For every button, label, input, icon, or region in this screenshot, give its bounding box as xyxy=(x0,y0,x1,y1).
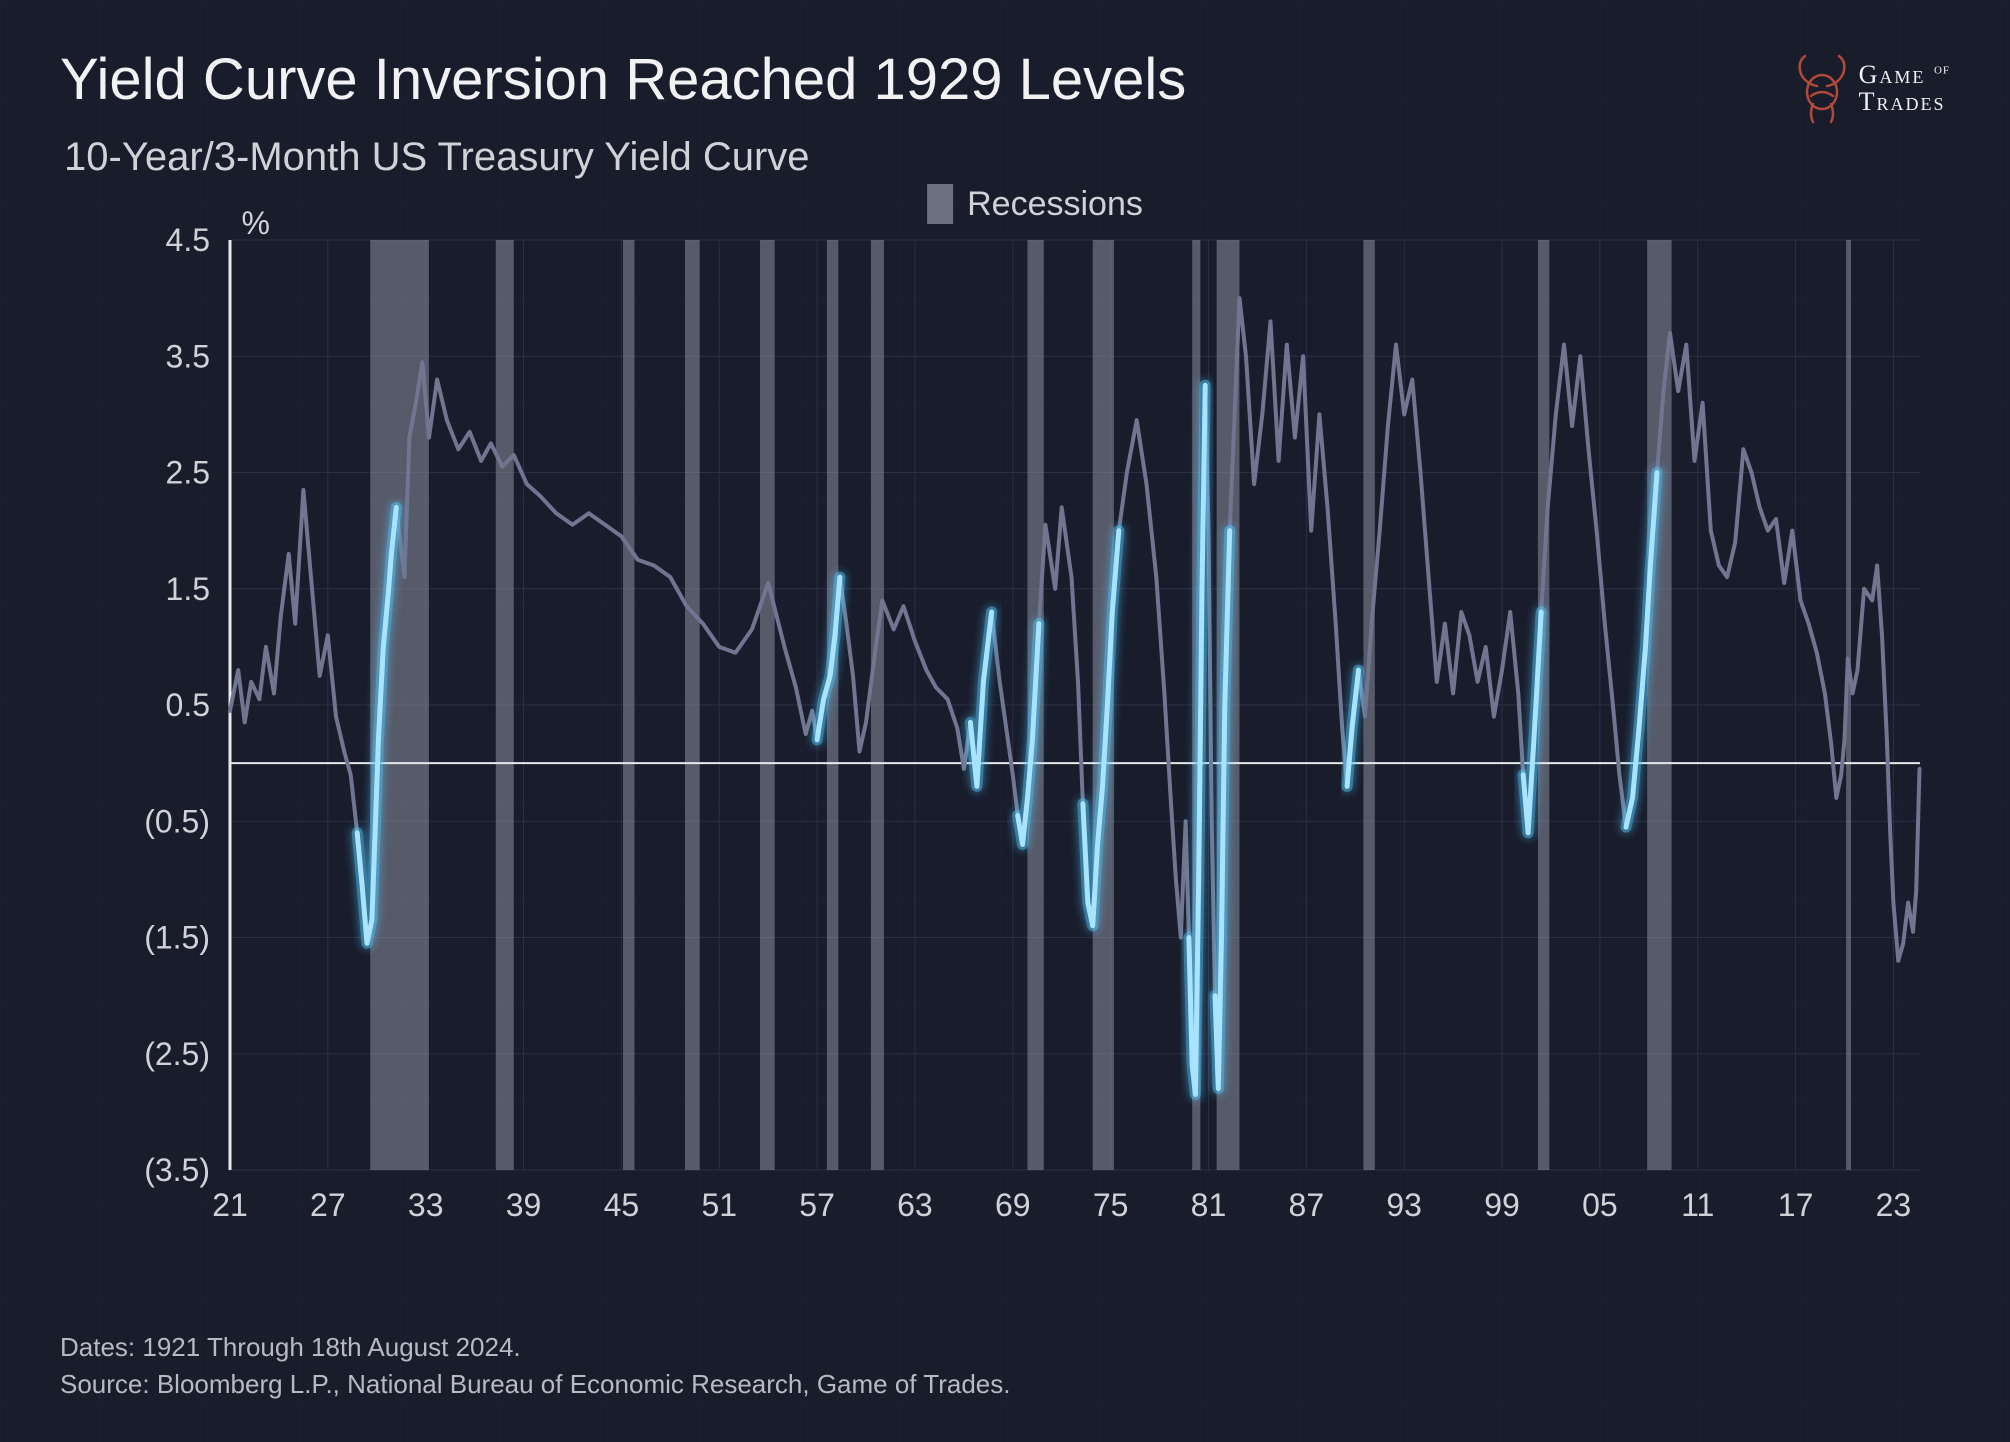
footer-source: Source: Bloomberg L.P., National Bureau … xyxy=(60,1366,1010,1404)
footer-dates: Dates: 1921 Through 18th August 2024. xyxy=(60,1329,1010,1367)
svg-text:57: 57 xyxy=(799,1187,835,1223)
brand-of: of xyxy=(1934,60,1950,77)
svg-text:39: 39 xyxy=(506,1187,542,1223)
chart-subtitle: 10-Year/3-Month US Treasury Yield Curve xyxy=(64,135,1950,180)
chart-container: Recessions 4.53.52.51.50.5(0.5)(1.5)(2.5… xyxy=(130,190,1940,1250)
legend-swatch xyxy=(927,184,953,224)
brand-text: Game of Trades xyxy=(1859,61,1950,116)
svg-text:05: 05 xyxy=(1582,1187,1618,1223)
brand-line1: Game xyxy=(1859,60,1926,89)
brand-line2: Trades xyxy=(1859,88,1950,115)
svg-text:(0.5): (0.5) xyxy=(144,803,210,839)
svg-text:33: 33 xyxy=(408,1187,444,1223)
svg-text:93: 93 xyxy=(1386,1187,1422,1223)
legend-label: Recessions xyxy=(967,185,1143,224)
svg-text:51: 51 xyxy=(701,1187,737,1223)
brand-logo: Game of Trades xyxy=(1791,48,1950,128)
svg-text:63: 63 xyxy=(897,1187,933,1223)
svg-text:45: 45 xyxy=(604,1187,640,1223)
svg-text:(3.5): (3.5) xyxy=(144,1152,210,1188)
svg-text:69: 69 xyxy=(995,1187,1031,1223)
chart-frame: Game of Trades Yield Curve Inversion Rea… xyxy=(0,0,2010,1442)
svg-text:2.5: 2.5 xyxy=(166,455,210,491)
svg-text:(2.5): (2.5) xyxy=(144,1036,210,1072)
svg-text:87: 87 xyxy=(1289,1187,1325,1223)
svg-text:(1.5): (1.5) xyxy=(144,920,210,956)
svg-text:4.5: 4.5 xyxy=(166,222,210,258)
svg-text:%: % xyxy=(242,205,270,241)
svg-text:99: 99 xyxy=(1484,1187,1520,1223)
svg-text:11: 11 xyxy=(1681,1187,1714,1223)
svg-text:1.5: 1.5 xyxy=(166,571,210,607)
bull-icon xyxy=(1791,48,1853,128)
svg-text:27: 27 xyxy=(310,1187,346,1223)
svg-text:81: 81 xyxy=(1191,1187,1227,1223)
svg-text:0.5: 0.5 xyxy=(166,687,210,723)
chart-title: Yield Curve Inversion Reached 1929 Level… xyxy=(60,46,1950,113)
svg-text:17: 17 xyxy=(1778,1187,1814,1223)
svg-text:21: 21 xyxy=(212,1187,248,1223)
svg-text:23: 23 xyxy=(1876,1187,1912,1223)
legend: Recessions xyxy=(927,184,1143,224)
chart-footer: Dates: 1921 Through 18th August 2024. So… xyxy=(60,1329,1010,1404)
svg-text:3.5: 3.5 xyxy=(166,338,210,374)
yield-curve-chart: 4.5 3.5 2.5 1.5 0.5 (0.5) (1.5) (2.5) (3.5)% 21 27… xyxy=(130,190,1950,1250)
svg-text:75: 75 xyxy=(1093,1187,1129,1223)
